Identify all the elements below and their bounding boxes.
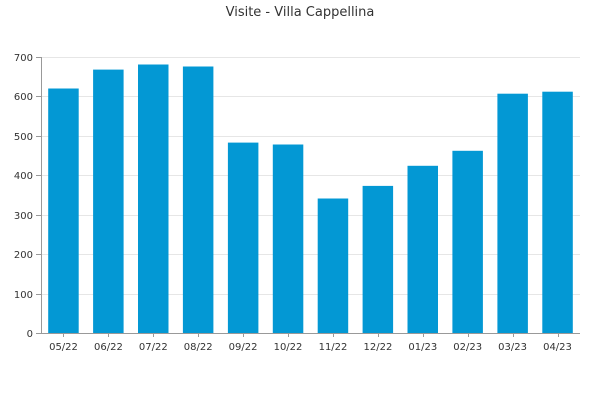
x-tick-label: 04/23 <box>543 342 572 353</box>
x-tick-label: 10/22 <box>274 342 303 353</box>
x-tick-label: 07/22 <box>139 342 168 353</box>
x-tick-label: 01/23 <box>408 342 437 353</box>
y-tick-label: 700 <box>14 53 33 64</box>
x-tick-label: 12/22 <box>363 342 392 353</box>
bar-10-22 <box>272 144 304 333</box>
chart-title: Visite - Villa Cappellina <box>226 5 375 20</box>
y-tick-label: 400 <box>14 171 33 182</box>
y-tick-label: 200 <box>14 250 33 261</box>
y-axis-tick-labels: 0 100 200 300 400 500 600 700 <box>14 53 33 340</box>
y-tick-label: 500 <box>14 132 33 143</box>
bar-04-23 <box>542 91 573 333</box>
x-tick-label: 06/22 <box>94 342 123 353</box>
x-tick-label: 03/23 <box>498 342 527 353</box>
x-tick-label: 08/22 <box>184 342 213 353</box>
bar-02-23 <box>452 150 483 333</box>
bar-series <box>48 64 573 333</box>
bar-05-22 <box>48 88 79 333</box>
x-tick-label: 05/22 <box>49 342 78 353</box>
grid-lines <box>41 57 580 295</box>
bar-06-22 <box>93 69 124 333</box>
bar-07-22 <box>138 64 169 333</box>
x-tick-label: 09/22 <box>229 342 258 353</box>
bar-01-23 <box>407 165 438 333</box>
bar-11-22 <box>317 198 349 333</box>
bar-09-22 <box>227 142 259 333</box>
x-axis-tick-labels: 05/22 06/22 07/22 08/22 09/22 10/22 11/22 12/22… <box>49 342 572 353</box>
axes <box>36 57 580 337</box>
y-tick-label: 100 <box>14 290 33 301</box>
bar-08-22 <box>182 66 214 333</box>
y-tick-label: 0 <box>27 329 33 340</box>
bar-03-23 <box>497 93 528 333</box>
y-tick-label: 300 <box>14 211 33 222</box>
bar-12-22 <box>362 185 394 333</box>
x-tick-label: 11/22 <box>319 342 348 353</box>
x-tick-label: 02/23 <box>453 342 482 353</box>
y-tick-label: 600 <box>14 92 33 103</box>
